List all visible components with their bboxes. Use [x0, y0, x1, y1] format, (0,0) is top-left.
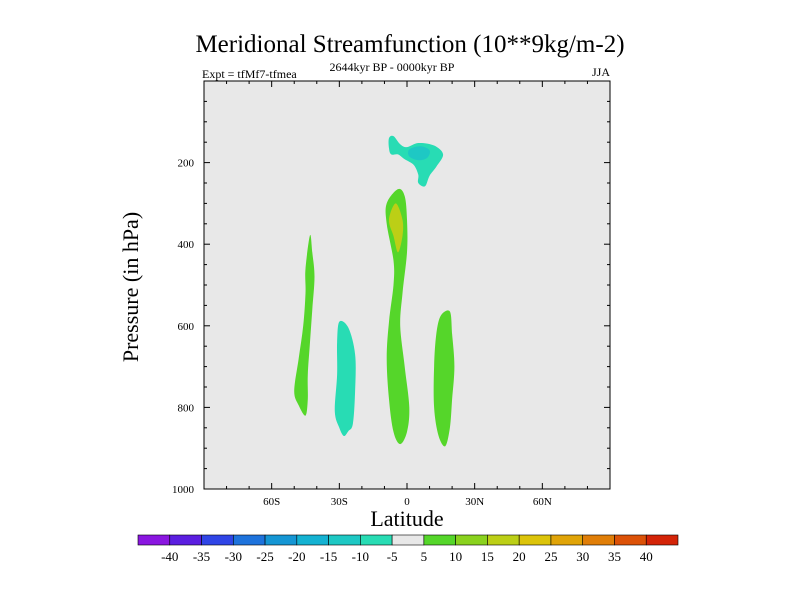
colorbar-swatch	[328, 534, 361, 546]
y-axis-title: Pressure (in hPa)	[118, 212, 143, 362]
axis-ticks: 60S 30S 0 30N 60N 200 400 600 800 1000	[172, 81, 610, 508]
x-tick-label: 30N	[465, 496, 484, 508]
colorbar-swatch	[169, 534, 202, 546]
season-label: JJA	[592, 65, 610, 79]
colorbar-swatch	[232, 534, 266, 546]
colorbar-swatch	[391, 534, 425, 546]
y-tick-label: 1000	[172, 484, 195, 496]
colorbar: -40 -35 -30 -25 -20 -15 -10 -5 5 10 15 20 25 30 35 40	[137, 534, 679, 564]
period-label: 2644kyr BP - 0000kyr BP	[330, 60, 455, 74]
colorbar-label: 10	[449, 549, 462, 564]
y-tick-label: 400	[178, 239, 195, 251]
y-tick-label: 200	[178, 158, 195, 170]
colorbar-label: 20	[513, 549, 526, 564]
colorbar-label: 25	[544, 549, 557, 564]
southern-negative-cell	[334, 320, 356, 437]
colorbar-swatch	[550, 534, 584, 546]
chart-title: Meridional Streamfunction (10**9kg/m-2)	[195, 31, 624, 58]
y-tick-label: 800	[178, 402, 195, 414]
colorbar-label: 30	[576, 549, 589, 564]
x-tick-label: 60N	[533, 496, 552, 508]
colorbar-swatch	[455, 534, 488, 546]
expt-label: Expt = tfMf7-tfmea	[202, 67, 297, 81]
colorbar-label: -35	[193, 549, 210, 564]
colorbar-label: -10	[352, 549, 369, 564]
colorbar-swatch	[264, 534, 298, 546]
colorbar-swatch	[582, 534, 615, 546]
colorbar-label: -30	[225, 549, 242, 564]
x-tick-label: 0	[404, 496, 410, 508]
equatorial-positive-core	[388, 203, 404, 253]
x-tick-label: 60S	[263, 496, 280, 508]
colorbar-swatch	[518, 534, 552, 546]
contour-features	[294, 135, 455, 447]
colorbar-label: -5	[387, 549, 398, 564]
colorbar-label: -25	[256, 549, 273, 564]
colorbar-swatch	[296, 534, 329, 546]
colorbar-label: 15	[481, 549, 494, 564]
y-tick-label: 600	[178, 321, 195, 333]
colorbar-label: 40	[640, 549, 653, 564]
x-axis-title: Latitude	[370, 506, 443, 531]
colorbar-label: 35	[608, 549, 621, 564]
colorbar-label: 5	[421, 549, 428, 564]
colorbar-swatch	[423, 534, 456, 546]
colorbar-label: -40	[161, 549, 178, 564]
colorbar-label: -15	[320, 549, 337, 564]
colorbar-swatch	[201, 534, 234, 546]
colorbar-swatch	[137, 534, 171, 546]
upper-tropical-negative-cell	[388, 135, 444, 187]
equatorial-positive-column	[385, 188, 410, 445]
southern-positive-cell	[294, 234, 315, 416]
colorbar-swatch	[614, 534, 647, 546]
northern-positive-cell	[433, 310, 455, 447]
x-tick-label: 30S	[331, 496, 348, 508]
colorbar-swatch	[645, 534, 679, 546]
colorbar-swatch	[487, 534, 520, 546]
colorbar-swatch	[360, 534, 393, 546]
colorbar-label: -20	[288, 549, 305, 564]
upper-tropical-core	[408, 146, 430, 161]
